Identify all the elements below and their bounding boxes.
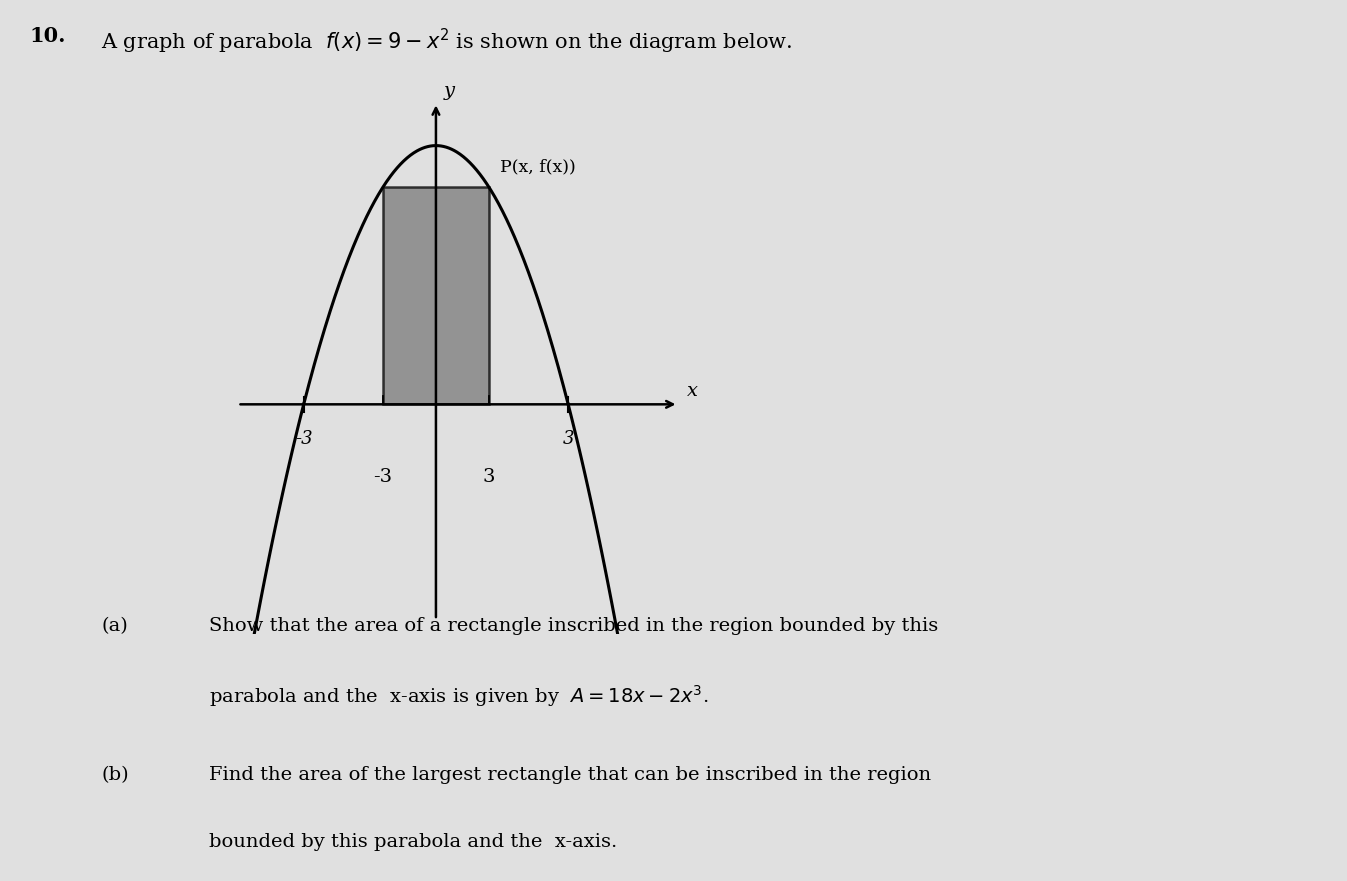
Bar bbox=[383, 187, 489, 404]
Text: A graph of parabola  $f(x) = 9 - x^2$ is shown on the diagram below.: A graph of parabola $f(x) = 9 - x^2$ is … bbox=[101, 26, 792, 56]
Text: 3: 3 bbox=[563, 430, 574, 448]
Text: y: y bbox=[445, 82, 455, 100]
Text: x: x bbox=[687, 382, 698, 400]
Text: P(x, f(x)): P(x, f(x)) bbox=[500, 159, 575, 175]
Text: 10.: 10. bbox=[30, 26, 66, 47]
Text: Show that the area of a rectangle inscribed in the region bounded by this: Show that the area of a rectangle inscri… bbox=[209, 617, 938, 634]
Text: Find the area of the largest rectangle that can be inscribed in the region: Find the area of the largest rectangle t… bbox=[209, 766, 931, 784]
Text: (b): (b) bbox=[101, 766, 129, 784]
Text: parabola and the  x-axis is given by  $A = 18x - 2x^3$.: parabola and the x-axis is given by $A =… bbox=[209, 683, 709, 708]
Text: -3: -3 bbox=[373, 468, 392, 485]
Text: bounded by this parabola and the  x-axis.: bounded by this parabola and the x-axis. bbox=[209, 833, 617, 850]
Text: 3: 3 bbox=[482, 468, 496, 485]
Text: -3: -3 bbox=[295, 430, 313, 448]
Text: (a): (a) bbox=[101, 617, 128, 634]
